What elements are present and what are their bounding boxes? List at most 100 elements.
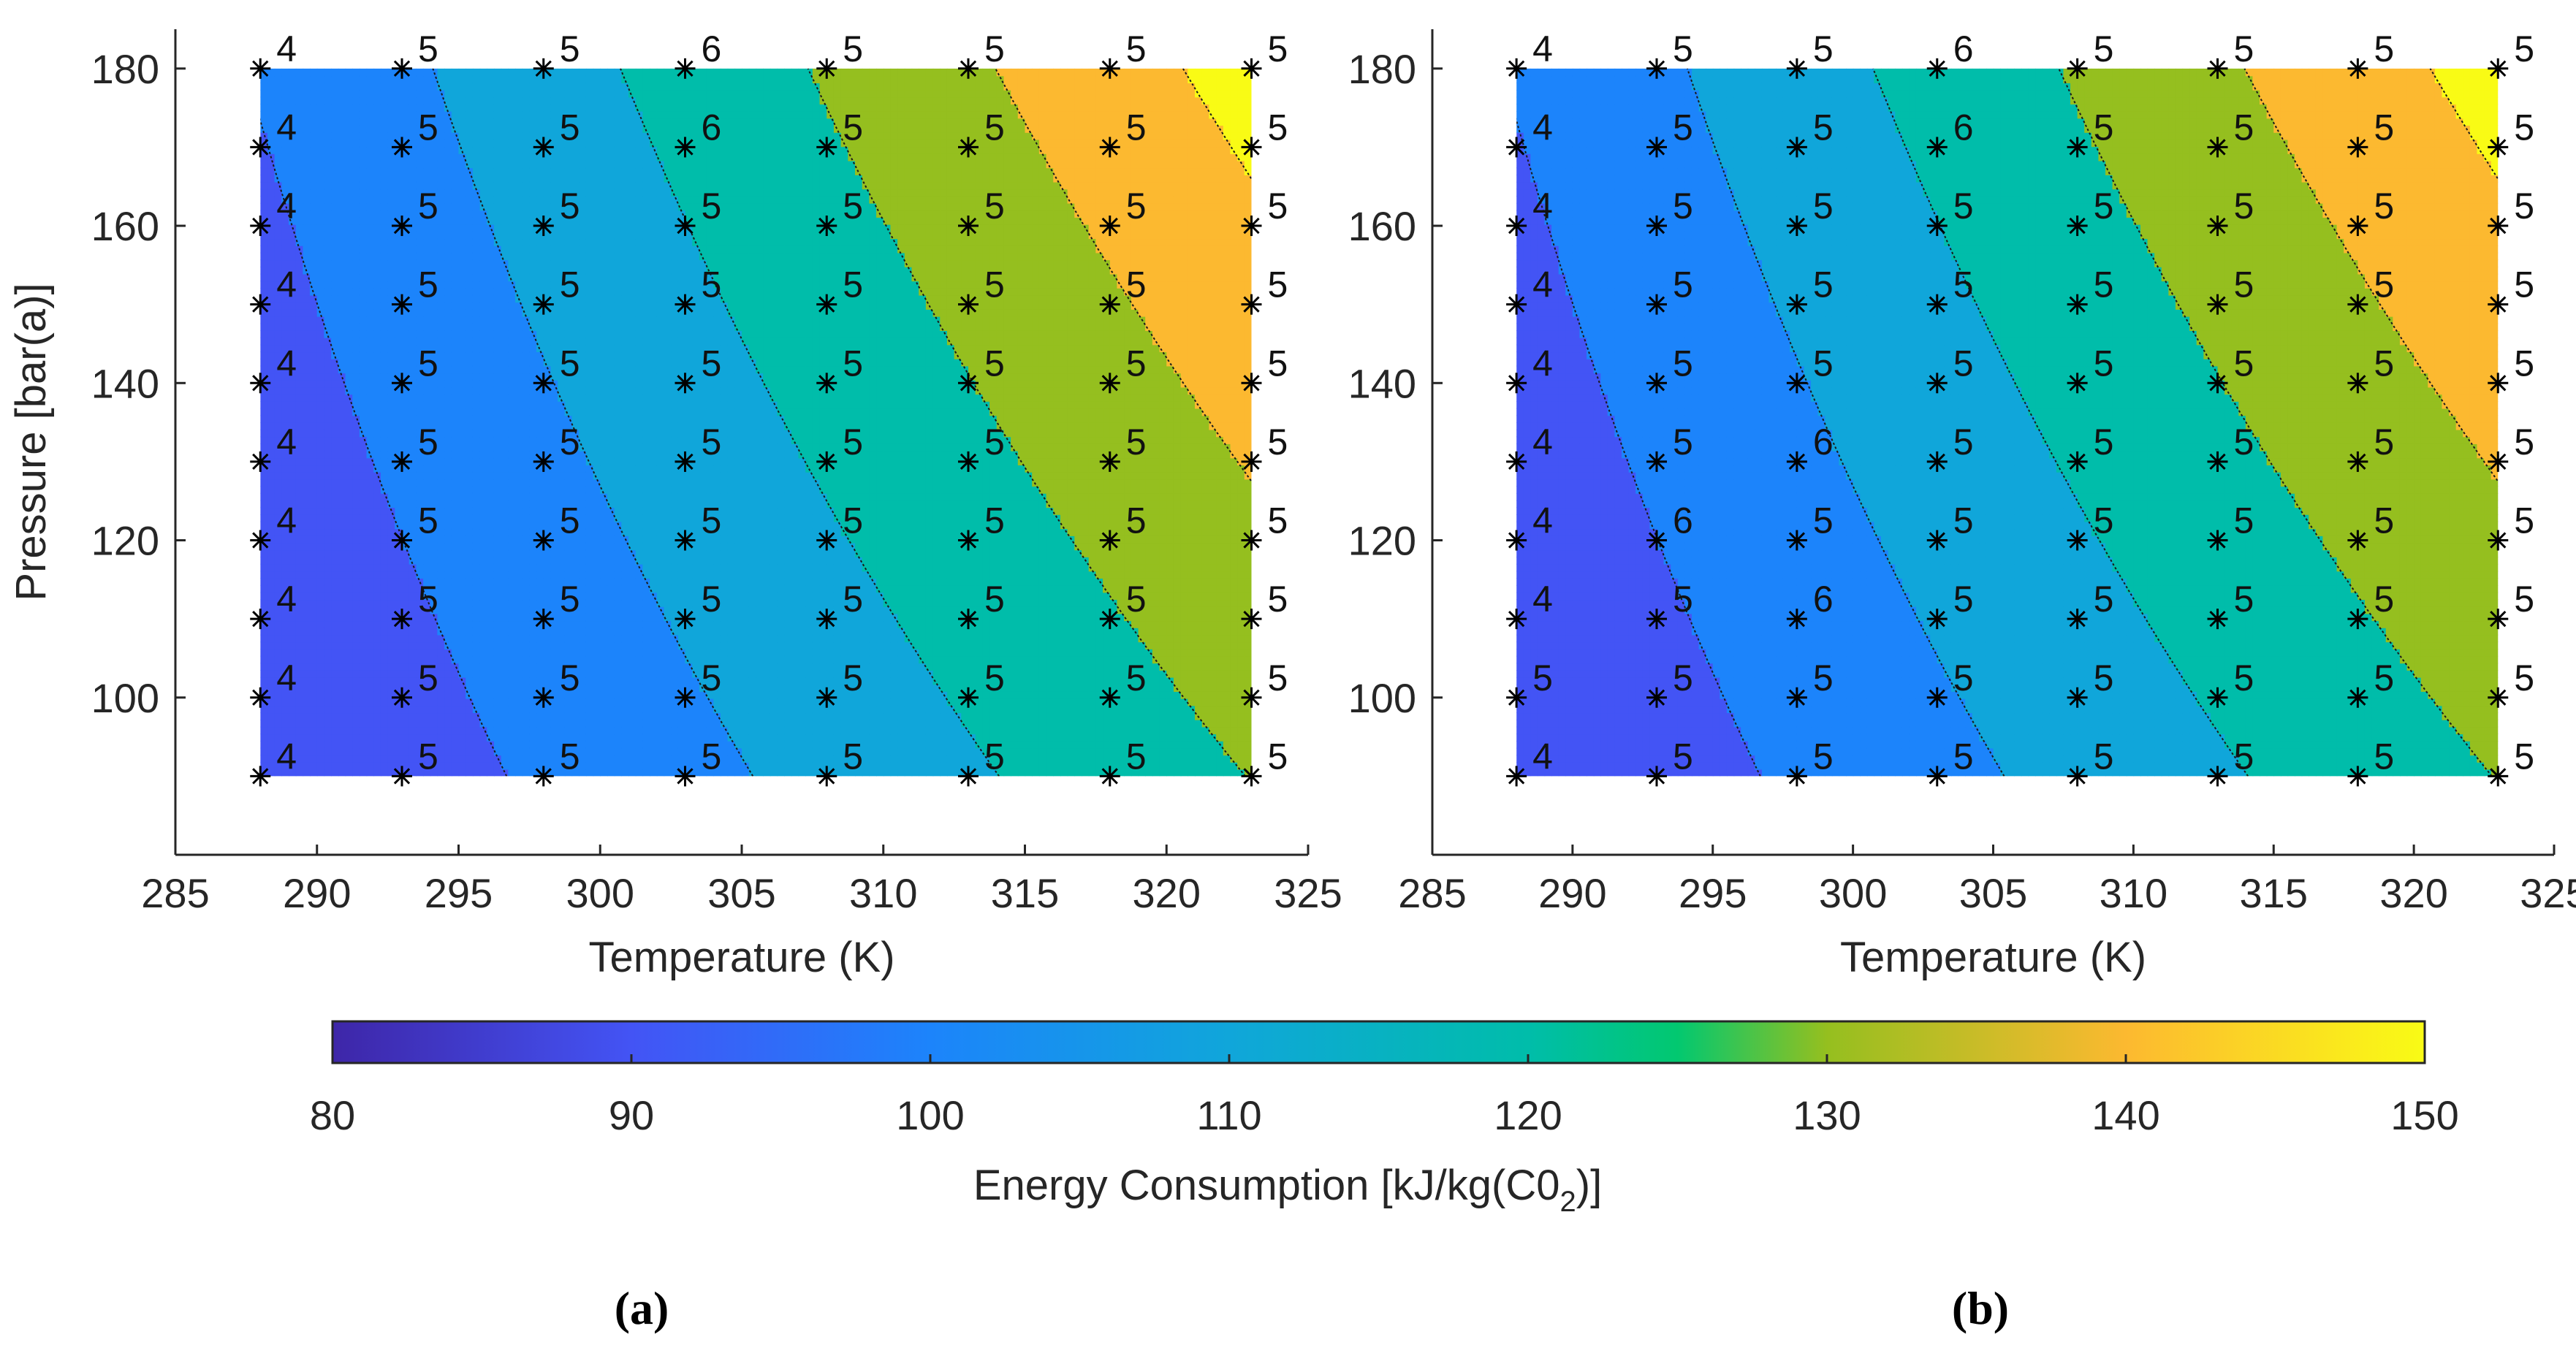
contour-cell — [466, 578, 474, 586]
contour-cell — [444, 747, 452, 756]
contour-cell — [558, 68, 566, 77]
contour-cell — [501, 542, 509, 551]
contour-cell — [423, 386, 431, 395]
contour-cell — [607, 486, 615, 494]
contour-cell — [303, 443, 311, 451]
contour-cell — [466, 606, 474, 614]
contour-cell — [267, 443, 276, 451]
contour-cell — [359, 755, 368, 763]
contour-cell — [352, 726, 360, 735]
contour-cell — [395, 747, 403, 756]
contour-cell — [522, 500, 531, 508]
contour-cell — [472, 563, 481, 572]
contour-cell — [345, 415, 353, 423]
contour-cell — [366, 571, 375, 579]
contour-cell — [316, 224, 325, 232]
contour-cell — [558, 89, 566, 98]
contour-cell — [380, 175, 389, 183]
contour-cell — [558, 386, 566, 395]
contour-cell — [515, 323, 523, 331]
contour-cell — [437, 677, 445, 685]
contour-cell — [430, 75, 438, 83]
contour-cell — [493, 379, 502, 388]
contour-cell — [564, 528, 573, 536]
contour-cell — [331, 486, 339, 494]
contour-cell — [515, 549, 523, 557]
contour-cell — [558, 273, 566, 282]
contour-cell — [310, 217, 318, 225]
contour-cell — [274, 217, 283, 225]
contour-cell — [416, 217, 424, 225]
contour-cell — [373, 627, 381, 636]
contour-cell — [550, 677, 558, 685]
contour-cell — [295, 549, 304, 557]
contour-cell — [543, 422, 552, 430]
contour-cell — [423, 606, 431, 614]
contour-cell — [593, 153, 601, 161]
contour-cell — [585, 613, 594, 622]
contour-cell — [466, 479, 474, 487]
contour-cell — [267, 514, 276, 522]
contour-cell — [529, 584, 537, 593]
contour-cell — [529, 379, 537, 388]
contour-cell — [600, 606, 608, 614]
contour-cell — [409, 536, 417, 544]
contour-cell — [380, 386, 389, 395]
contour-cell — [515, 110, 523, 119]
contour-cell — [585, 429, 594, 438]
contour-cell — [380, 606, 389, 614]
contour-cell — [274, 649, 283, 657]
contour-cell — [558, 599, 566, 607]
contour-cell — [295, 627, 304, 636]
contour-cell — [466, 599, 474, 607]
contour-cell — [281, 620, 289, 628]
contour-cell — [331, 712, 339, 720]
contour-cell — [515, 769, 523, 777]
contour-cell — [487, 96, 495, 105]
contour-cell — [493, 344, 502, 353]
contour-cell — [466, 649, 474, 657]
contour-cell — [274, 323, 283, 331]
contour-cell — [260, 465, 268, 473]
contour-cell — [366, 401, 375, 409]
contour-cell — [508, 684, 516, 692]
contour-cell — [543, 740, 552, 749]
contour-cell — [437, 514, 445, 522]
contour-cell — [600, 563, 608, 572]
contour-cell — [345, 762, 353, 770]
contour-cell — [437, 429, 445, 438]
contour-cell — [345, 528, 353, 536]
contour-cell — [416, 500, 424, 508]
contour-cell — [487, 677, 495, 685]
contour-cell — [479, 83, 488, 91]
contour-cell — [373, 705, 381, 714]
contour-cell — [338, 457, 346, 466]
contour-cell — [430, 479, 438, 487]
contour-cell — [395, 153, 403, 161]
contour-cell — [303, 492, 311, 501]
contour-cell — [493, 514, 502, 522]
contour-cell — [437, 139, 445, 148]
contour-cell — [493, 655, 502, 664]
contour-cell — [479, 175, 488, 183]
contour-cell — [579, 471, 587, 480]
contour-cell — [550, 627, 558, 636]
contour-cell — [345, 125, 353, 133]
contour-cell — [579, 139, 587, 148]
contour-cell — [444, 245, 452, 254]
contour-cell — [437, 351, 445, 359]
contour-cell — [600, 75, 608, 83]
contour-cell — [352, 457, 360, 466]
contour-cell — [402, 719, 410, 728]
contour-cell — [373, 309, 381, 317]
contour-cell — [487, 514, 495, 522]
contour-cell — [458, 323, 466, 331]
contour-cell — [515, 599, 523, 607]
contour-cell — [324, 471, 332, 480]
contour-cell — [550, 769, 558, 777]
contour-cell — [267, 68, 276, 77]
contour-cell — [466, 288, 474, 296]
contour-cell — [472, 89, 481, 98]
contour-cell — [430, 443, 438, 451]
contour-cell — [451, 599, 460, 607]
